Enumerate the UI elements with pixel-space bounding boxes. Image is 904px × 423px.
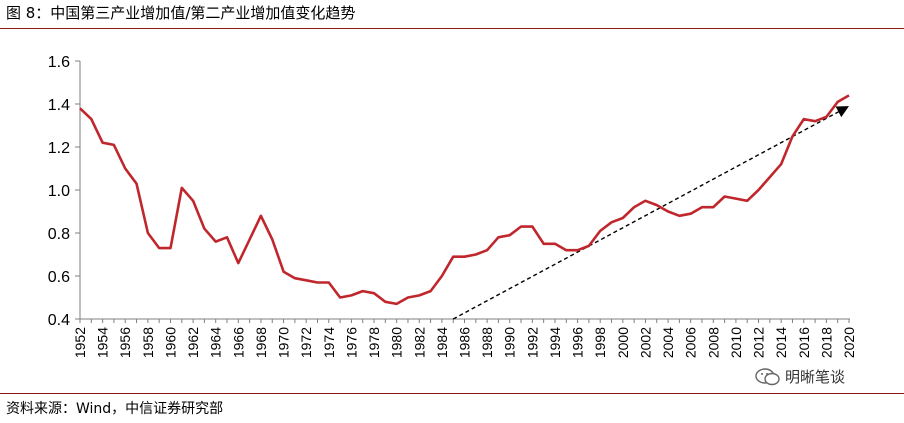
watermark: 明晰笔谈 (755, 366, 845, 387)
x-tick-label: 1960 (162, 327, 178, 358)
x-tick-label: 1982 (411, 327, 427, 358)
line-chart: 0.40.60.81.01.21.41.6 1952 1954 1956 1958 19… (48, 54, 857, 358)
x-tick-label: 2016 (796, 327, 812, 358)
x-tick-label: 1962 (185, 327, 201, 358)
y-tick-label: 0.8 (48, 226, 70, 243)
x-tick-label: 2000 (615, 327, 631, 358)
bottom-divider (0, 393, 904, 394)
x-tick-label: 2020 (841, 327, 857, 358)
x-tick-label: 1984 (434, 327, 450, 358)
x-tick-label: 1978 (366, 327, 382, 358)
x-tick-label: 1980 (389, 327, 405, 358)
x-tick-label: 1954 (95, 327, 111, 358)
y-tick-label: 1.4 (48, 97, 70, 114)
x-tick-label: 1958 (140, 327, 156, 358)
x-tick-label: 1952 (72, 327, 88, 358)
y-tick-label: 1.2 (48, 140, 70, 157)
wechat-icon (755, 367, 780, 385)
trend-arrowhead (835, 106, 849, 118)
series-line (79, 94, 850, 306)
x-tick-label: 1992 (524, 327, 540, 358)
x-tick-label: 2010 (728, 327, 744, 358)
x-tick-label: 1986 (457, 327, 473, 358)
top-divider (0, 28, 904, 29)
x-tick-label: 1996 (570, 327, 586, 358)
x-tick-label: 2008 (705, 327, 721, 358)
x-tick-label: 2004 (660, 327, 676, 358)
y-tick-group: 0.4 0.6 0.8 1.0 1.2 1.4 1.6 (48, 54, 80, 329)
x-tick-label: 1994 (547, 327, 563, 358)
y-tick-label: 0.6 (48, 269, 70, 286)
trend-arrow-group (452, 106, 849, 320)
series-group (79, 94, 850, 306)
x-tick-label: 2014 (773, 327, 789, 358)
y-tick-label: 1.0 (48, 183, 70, 200)
watermark-text: 明晰笔谈 (785, 368, 846, 386)
x-tick-label: 1972 (298, 327, 314, 358)
x-tick-label: 1988 (479, 327, 495, 358)
x-tick-group: 1952 1954 1956 1958 1960 1962 1964 1966 1968 1970… (72, 319, 857, 358)
x-tick-label: 1964 (208, 327, 224, 358)
figure-title: 图 8：中国第三产业增加值/第二产业增加值变化趋势 (6, 4, 356, 22)
x-tick-label: 1998 (592, 327, 608, 358)
x-tick-label: 2018 (818, 327, 834, 358)
x-tick-label: 1966 (230, 327, 246, 358)
y-tick-label: 1.6 (48, 54, 70, 71)
x-tick-label: 1976 (343, 327, 359, 358)
trend-line (452, 111, 839, 320)
x-tick-label: 2006 (683, 327, 699, 358)
x-tick-label: 1974 (321, 327, 337, 358)
x-tick-label: 2002 (637, 327, 653, 358)
x-tick-label: 1968 (253, 327, 269, 358)
y-tick-label: 0.4 (48, 312, 70, 329)
x-tick-label: 1990 (502, 327, 518, 358)
x-tick-label: 2012 (751, 327, 767, 358)
source-note: 资料来源：Wind，中信证券研究部 (6, 401, 224, 417)
x-tick-label: 1956 (117, 327, 133, 358)
x-tick-label: 1970 (276, 327, 292, 358)
